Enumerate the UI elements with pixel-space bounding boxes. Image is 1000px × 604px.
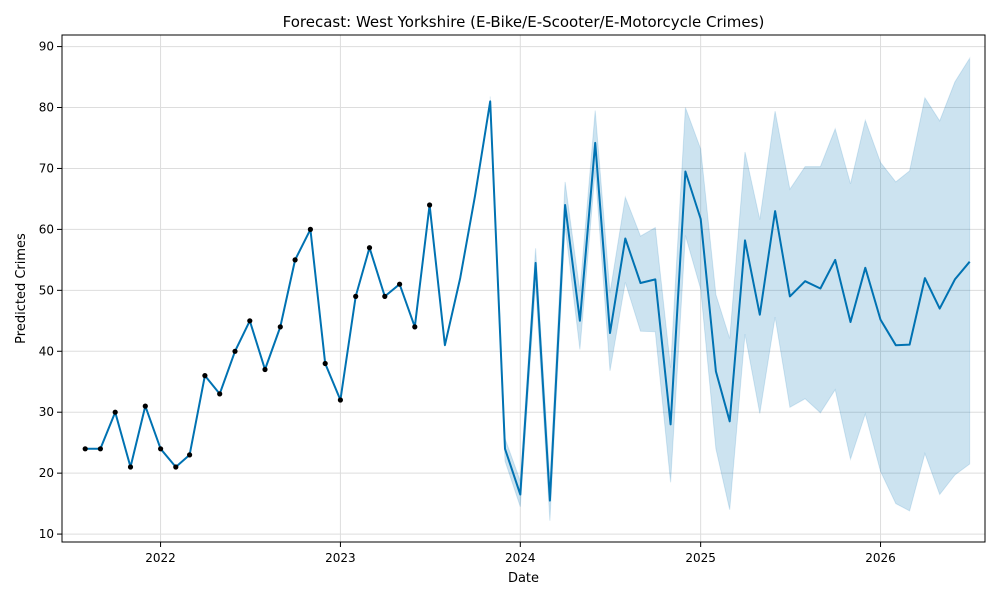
y-tick-label: 10 [39, 527, 54, 541]
observed-point [397, 281, 403, 287]
x-tick-label: 2026 [865, 551, 896, 565]
x-tick-label: 2023 [325, 551, 356, 565]
forecast-line-layer [85, 100, 971, 502]
observed-point [112, 409, 118, 415]
observed-point [353, 293, 359, 299]
observed-point [412, 324, 418, 330]
observed-point [427, 202, 433, 208]
observed-point [382, 293, 388, 299]
grid-layer [62, 35, 985, 542]
observed-point [158, 446, 164, 452]
y-tick-label: 90 [39, 40, 54, 54]
observed-point [142, 403, 148, 409]
observed-points-layer [82, 202, 433, 470]
observed-point [337, 397, 343, 403]
observed-point [202, 373, 208, 379]
observed-point [277, 324, 283, 330]
observed-point [292, 257, 298, 263]
observed-point [127, 464, 134, 470]
x-axis-label: Date [508, 571, 539, 586]
x-tick-label: 2024 [505, 551, 536, 565]
y-axis-label: Predicted Crimes [14, 233, 29, 344]
x-tick-label: 2025 [685, 551, 716, 565]
observed-point [217, 391, 223, 397]
observed-point [366, 245, 373, 251]
x-ticks-layer: 2022 2023 2024 2025 2026 [145, 542, 896, 565]
y-tick-label: 60 [39, 222, 54, 236]
y-tick-label: 50 [39, 283, 54, 297]
plot-area-frame [61, 34, 986, 543]
interval-band-layer [489, 56, 971, 521]
observed-point [247, 318, 253, 324]
y-tick-label: 40 [39, 344, 54, 358]
x-tick-label: 2022 [145, 551, 176, 565]
y-tick-label: 80 [39, 101, 54, 115]
y-ticks-layer: 10 20 30 40 50 60 70 80 90 [39, 40, 62, 541]
observed-point [262, 366, 268, 373]
y-tick-label: 20 [39, 466, 54, 480]
observed-point [97, 446, 103, 452]
chart-title: Forecast: West Yorkshire (E-Bike/E-Scoot… [283, 13, 765, 31]
observed-point [82, 446, 88, 452]
observed-point [232, 348, 238, 354]
observed-point [322, 360, 328, 367]
y-tick-label: 70 [39, 161, 54, 175]
uncertainty-interval-band [489, 56, 971, 521]
forecast-line [85, 100, 971, 502]
observed-point [173, 464, 179, 470]
y-tick-label: 30 [39, 405, 54, 419]
observed-point [187, 452, 193, 458]
observed-point [307, 226, 313, 232]
